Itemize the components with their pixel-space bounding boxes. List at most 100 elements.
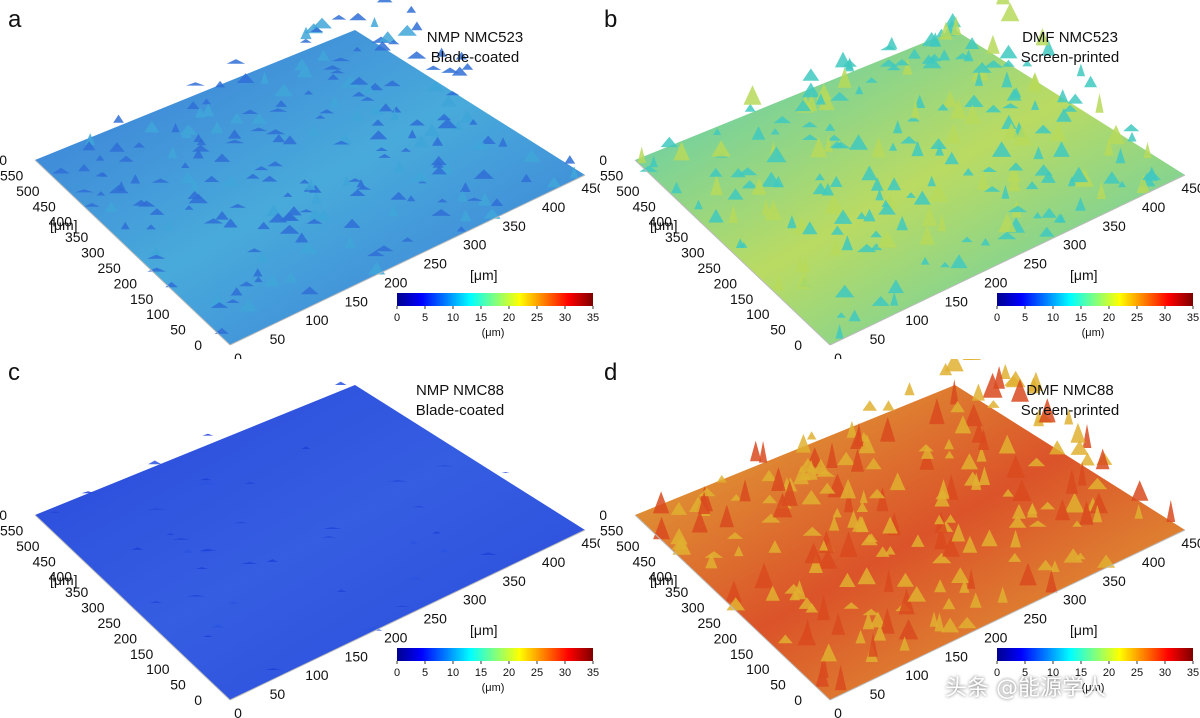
y-tick-label: 50 [770,322,786,338]
panel-title-line2: Blade-coated [430,49,520,66]
surface-peak [211,624,225,628]
surface-peak [437,113,452,121]
surface-peak [204,175,220,182]
surface-peak [839,531,858,557]
colorbar-tick-label: 25 [531,312,543,324]
surface-peak [829,515,840,531]
surface-peak [935,489,950,500]
surface-peak [671,181,682,194]
surface-peak [1064,492,1085,513]
surface-peak [1103,171,1121,184]
surface-peak [862,608,880,616]
surface-peak [1077,461,1087,486]
y-tick-label: 400 [49,569,73,585]
colorbar-unit: (μm) [1082,682,1105,694]
surface-peak [144,120,160,133]
y-tick-label: 150 [130,646,154,662]
surface-peak [265,129,286,135]
surface-peak [436,47,447,57]
surface-peak [907,586,927,602]
surface-peak [773,116,792,124]
surface-peak [906,192,916,198]
surface-peak [233,522,248,524]
surface-peak [349,12,367,21]
surface-peak [432,136,444,146]
surface-peak [413,135,429,148]
surface-peak [298,241,318,254]
surface-peak [388,204,399,217]
surface-peak [862,611,875,630]
colorbar [997,293,1193,306]
surface-peak [859,489,868,504]
surface-peak [802,526,822,536]
surface-peak [412,506,426,508]
colorbar [397,293,593,306]
surface-peak [887,279,904,294]
surface-peak [229,112,244,124]
surface-peak [431,166,447,175]
surface-peak [210,302,229,308]
surface-peak [230,287,243,296]
surface-peak [378,103,393,112]
surface-peak [274,83,293,97]
surface-peak [808,554,823,573]
surface-peak [871,136,886,158]
surface-peak [108,184,129,194]
surface-peak [564,155,576,164]
surface-peak [163,220,174,231]
surface-peak [899,636,910,651]
surface-peak [802,68,820,81]
surface-peak [801,121,818,128]
surface-peak [971,472,982,490]
surface-peak [498,137,508,147]
colorbar-tick-label: 20 [503,312,515,324]
y-axis-line [634,159,831,346]
surface-peak [215,80,226,88]
surface-peak [670,501,687,515]
panel-title: DMF NMC88 Screen-printed [990,381,1150,421]
surface-peak [844,486,854,513]
surface-peak [851,448,864,472]
surface-peak [802,618,813,640]
surface-peak [327,74,339,80]
surface-peak [871,296,890,306]
surface-peak [835,284,855,298]
surface-peak [1097,554,1116,568]
surface-peak [1002,103,1019,109]
surface-peak [846,420,858,438]
surface-peak [770,128,780,135]
surface-group [35,381,585,700]
y-tick-label: 500 [616,538,640,554]
surface-peak [523,149,541,162]
surface-peak [348,178,363,182]
surface-peak [865,77,878,83]
surface-plane [635,30,1185,345]
surface-peak [431,209,451,216]
surface-peak [993,366,1005,389]
surface-peak [879,607,895,634]
surface-peak [83,203,100,207]
surface-peak [85,133,96,145]
surface-peak [934,579,947,593]
x-tick-label: 50 [270,686,286,702]
surface-peak [1003,122,1020,140]
y-tick-label: 450 [32,553,56,569]
surface-peak [465,197,483,201]
y-tick-label: 300 [81,600,105,616]
surface-peak [765,585,780,601]
surface-peak [997,586,1008,603]
y-tick-label: 350 [65,229,89,245]
surface-peak [837,67,852,88]
surface-peak [812,182,829,195]
surface-peak [202,433,214,436]
surface-peak [1079,500,1094,525]
surface-peak [743,85,762,105]
surface-peak [820,643,837,662]
surface-peak [713,128,722,135]
surface-peak [455,51,468,60]
surface-peak [1049,440,1066,455]
surface-peak [1034,164,1053,176]
surface-peak [282,135,297,145]
surface-peak [1008,515,1027,528]
surface-peak [1027,502,1038,514]
